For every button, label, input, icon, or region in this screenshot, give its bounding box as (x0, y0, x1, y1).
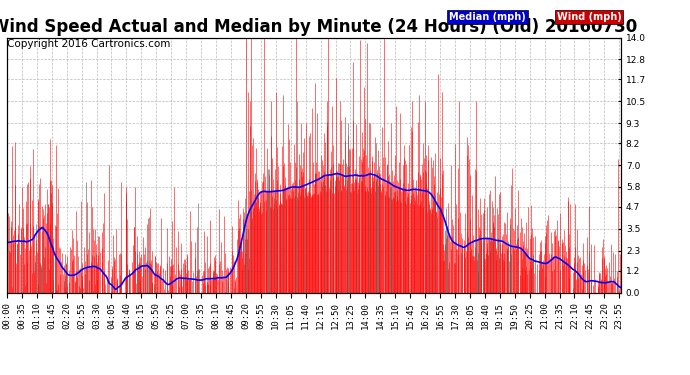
Text: Copyright 2016 Cartronics.com: Copyright 2016 Cartronics.com (7, 39, 170, 50)
Text: Wind (mph): Wind (mph) (557, 12, 621, 22)
Title: Wind Speed Actual and Median by Minute (24 Hours) (Old) 20160730: Wind Speed Actual and Median by Minute (… (0, 18, 637, 36)
Text: Median (mph): Median (mph) (449, 12, 526, 22)
